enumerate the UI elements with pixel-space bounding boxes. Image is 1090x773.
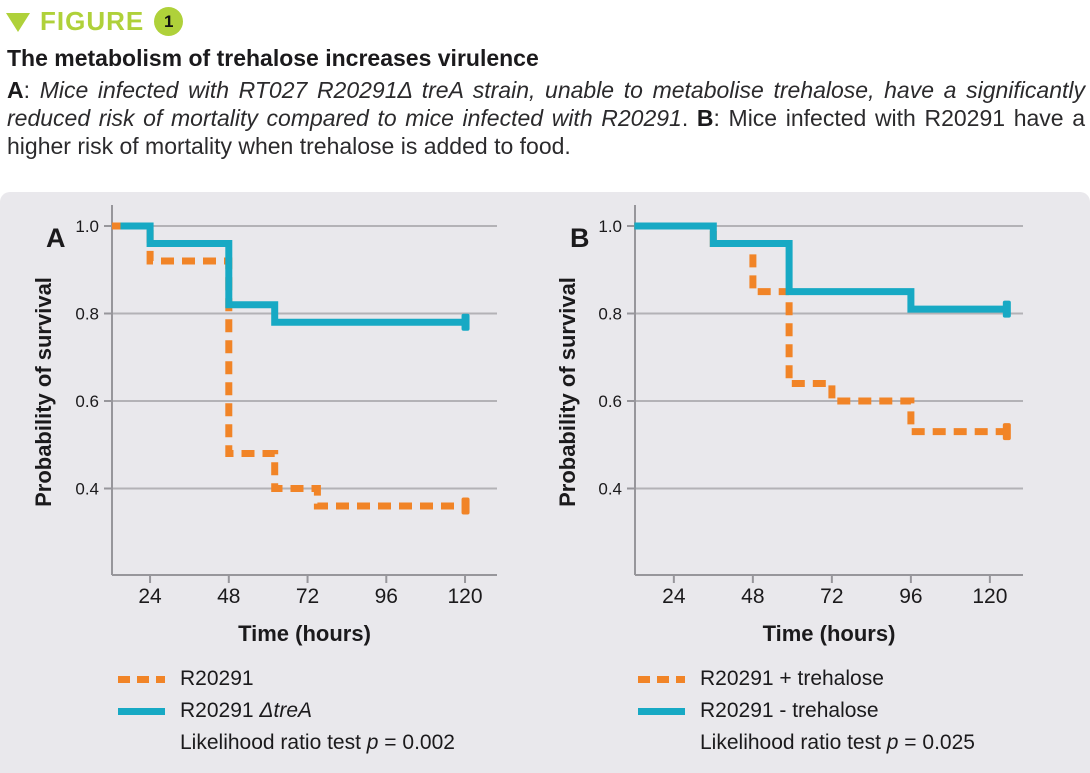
x-tick-label: 120 <box>972 585 1007 608</box>
x-axis-title: Time (hours) <box>238 621 371 646</box>
curve-r20291 <box>112 222 465 510</box>
y-tick-label: 1.0 <box>75 217 99 236</box>
survival-plot: 1.0 0.8 0.6 0.4 24 48 72 96 120 Time (hours) Proba… <box>555 205 1023 646</box>
gridlines <box>112 225 497 490</box>
curve-r20291-trehalose <box>634 222 1007 313</box>
likelihood-ratio-text: Likelihood ratio test p = 0.002 <box>180 731 455 754</box>
y-axis-title: Probability of survival <box>31 277 56 507</box>
curve-end-cap <box>1002 423 1011 441</box>
x-tick-label: 24 <box>662 585 686 608</box>
curve-end-cap <box>1002 300 1011 318</box>
legend-item: R20291 ΔtreA <box>118 695 455 727</box>
x-tick-label: 48 <box>741 585 764 608</box>
x-tick-label: 48 <box>217 585 240 608</box>
y-tick-label: 0.8 <box>598 305 622 324</box>
dashed-line-swatch <box>118 675 165 683</box>
curve-end-cap <box>461 313 470 331</box>
y-axis-title: Probability of survival <box>555 277 580 507</box>
legend-panel-a: R20291 R20291 ΔtreA Likelihood ratio tes… <box>118 663 455 759</box>
legend-label: R20291 - trehalose <box>700 699 879 722</box>
curve-r20291-trea <box>120 222 465 326</box>
panel-label: B <box>570 223 590 253</box>
y-tick-label: 0.6 <box>598 392 622 411</box>
x-tick-label: 72 <box>820 585 843 608</box>
curve-end-cap <box>461 497 470 515</box>
survival-chart-a: 1.0 0.8 0.6 0.4 24 48 72 96 120 Time (hours) Proba… <box>0 192 545 662</box>
gridlines <box>635 225 1023 490</box>
y-tick-label: 0.4 <box>598 480 622 499</box>
legend-label: R20291 <box>180 667 254 690</box>
figure-header: FIGURE 1 <box>6 6 184 37</box>
triangle-down-icon <box>6 13 30 32</box>
figure-caption: A: Mice infected with RT027 R20291Δ treA… <box>7 77 1086 159</box>
caption-label-b: B <box>696 105 714 131</box>
axes <box>627 205 1023 583</box>
caption-italic-text: Mice infected with RT027 R20291Δ treA st… <box>7 77 1086 131</box>
legend-label: R20291 + trehalose <box>700 667 884 690</box>
legend-label: R20291 ΔtreA <box>180 699 313 722</box>
legend-panel-b: R20291 + trehalose R20291 - trehalose Li… <box>638 663 975 759</box>
y-tick-label: 0.4 <box>75 480 99 499</box>
legend-item: R20291 + trehalose <box>638 663 975 695</box>
x-tick-label: 96 <box>375 585 398 608</box>
axes <box>104 205 497 583</box>
caption-label-a: A <box>7 77 24 103</box>
figure-title: The metabolism of trehalose increases vi… <box>7 45 539 71</box>
solid-line-swatch <box>118 707 165 715</box>
survival-chart-b: 1.0 0.8 0.6 0.4 24 48 72 96 120 Time (hours) Proba… <box>545 192 1090 662</box>
x-tick-label: 96 <box>899 585 922 608</box>
legend-item: R20291 - trehalose <box>638 695 975 727</box>
x-tick-label: 120 <box>448 585 483 608</box>
x-tick-label: 24 <box>138 585 162 608</box>
panel-label: A <box>46 223 66 253</box>
y-tick-label: 1.0 <box>598 217 622 236</box>
dashed-line-swatch <box>638 675 685 683</box>
legend-item: R20291 <box>118 663 455 695</box>
y-tick-label: 0.8 <box>75 305 99 324</box>
figure-number-badge: 1 <box>154 7 184 36</box>
likelihood-ratio-text: Likelihood ratio test p = 0.025 <box>700 731 975 754</box>
x-tick-label: 72 <box>296 585 319 608</box>
y-tick-label: 0.6 <box>75 392 99 411</box>
solid-line-swatch <box>638 707 685 715</box>
survival-plot: 1.0 0.8 0.6 0.4 24 48 72 96 120 Time (hours) Proba… <box>31 205 497 646</box>
x-axis-title: Time (hours) <box>763 621 896 646</box>
figure-label: FIGURE <box>40 6 145 36</box>
